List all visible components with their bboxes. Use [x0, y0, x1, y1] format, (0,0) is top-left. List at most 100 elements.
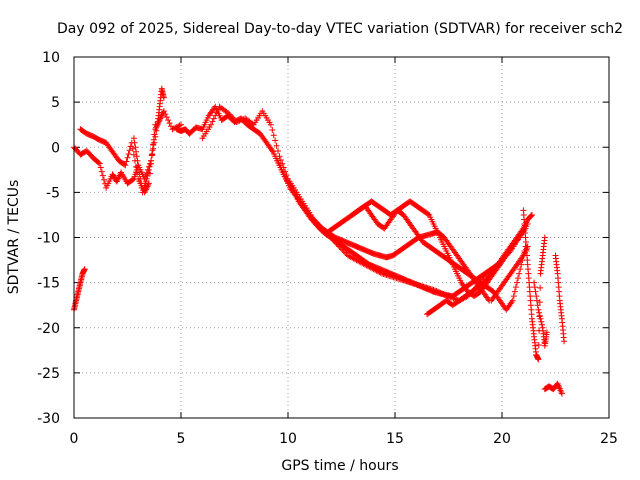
- data-point: [447, 294, 454, 301]
- data-point: [543, 329, 550, 336]
- data-point: [96, 160, 103, 167]
- data-point: [561, 338, 568, 345]
- data-point: [536, 309, 543, 316]
- data-point: [149, 147, 156, 154]
- grid: [74, 57, 609, 418]
- data-point: [130, 135, 137, 142]
- x-tick-label: 5: [177, 431, 186, 447]
- data-point: [165, 117, 172, 124]
- data-point: [233, 118, 240, 125]
- data-point: [210, 115, 217, 122]
- data-point: [531, 284, 538, 291]
- data-point: [237, 117, 244, 124]
- data-point: [207, 121, 214, 128]
- data-point: [267, 121, 274, 128]
- data-points: [71, 85, 568, 397]
- data-point: [513, 279, 520, 286]
- data-point: [537, 284, 544, 291]
- data-point: [535, 342, 542, 349]
- data-point: [145, 169, 152, 176]
- data-point: [148, 157, 155, 164]
- data-point: [439, 290, 446, 297]
- data-point: [98, 168, 105, 175]
- data-point: [535, 306, 542, 313]
- series-track-d: [173, 103, 501, 300]
- series-track-l: [531, 279, 550, 349]
- data-point: [166, 120, 173, 127]
- data-point: [223, 108, 230, 115]
- data-point: [131, 139, 138, 146]
- series-track-g: [317, 202, 529, 313]
- data-point: [162, 111, 169, 118]
- data-point: [95, 159, 102, 166]
- y-tick-label: 0: [51, 140, 60, 156]
- data-point: [129, 176, 136, 183]
- data-point: [209, 118, 216, 125]
- data-point: [146, 163, 153, 170]
- data-point: [99, 172, 106, 179]
- data-point: [133, 153, 140, 160]
- chart-title: Day 092 of 2025, Sidereal Day-to-day VTE…: [57, 21, 623, 37]
- data-point: [132, 144, 139, 151]
- data-point: [121, 161, 128, 168]
- data-point: [528, 211, 535, 218]
- data-point: [377, 269, 384, 276]
- series-track-f: [274, 157, 493, 304]
- data-point: [515, 275, 522, 282]
- y-tick-label: 5: [51, 95, 60, 111]
- data-point: [236, 117, 243, 124]
- data-point: [135, 162, 142, 169]
- data-point: [275, 148, 282, 155]
- series-track-i: [424, 211, 535, 318]
- data-point: [558, 390, 565, 397]
- y-tick-label: 10: [42, 50, 60, 66]
- data-point: [150, 141, 157, 148]
- data-point: [433, 288, 440, 295]
- data-point: [541, 234, 548, 241]
- data-point: [440, 291, 447, 298]
- data-point: [122, 162, 129, 169]
- data-point: [272, 137, 279, 144]
- data-point: [235, 118, 242, 125]
- data-point: [160, 94, 167, 101]
- data-point: [212, 112, 219, 119]
- data-point: [145, 166, 152, 173]
- y-tick-label: -15: [37, 276, 60, 292]
- data-point: [516, 270, 523, 277]
- data-point: [434, 288, 441, 295]
- data-point: [535, 356, 542, 363]
- data-point: [449, 294, 456, 301]
- data-point: [436, 289, 443, 296]
- data-point: [135, 166, 142, 173]
- data-point: [81, 266, 88, 273]
- data-point: [273, 142, 280, 149]
- data-point: [151, 131, 158, 138]
- data-point: [148, 152, 155, 159]
- x-tick-label: 15: [386, 431, 404, 447]
- data-point: [533, 297, 540, 304]
- data-point: [100, 176, 107, 183]
- data-point: [444, 292, 451, 299]
- data-point: [134, 157, 141, 164]
- data-point: [536, 312, 543, 319]
- data-point: [443, 292, 450, 299]
- data-point: [160, 108, 167, 115]
- y-tick-label: -5: [46, 185, 60, 201]
- y-tick-label: -25: [37, 366, 60, 382]
- x-tick-label: 0: [70, 431, 79, 447]
- data-point: [143, 175, 150, 182]
- data-point: [531, 279, 538, 286]
- data-point: [144, 172, 151, 179]
- series-track-a: [71, 85, 167, 191]
- y-axis-label: SDTVAR / TECUs: [6, 180, 22, 295]
- y-tick-label: -20: [37, 321, 60, 337]
- data-point: [270, 132, 277, 139]
- data-point: [512, 284, 519, 291]
- data-point: [136, 171, 143, 178]
- data-point: [123, 158, 130, 165]
- data-point: [532, 288, 539, 295]
- plot-frame: [73, 56, 610, 419]
- data-point: [537, 315, 544, 322]
- data-point: [213, 109, 220, 116]
- data-point: [249, 120, 256, 127]
